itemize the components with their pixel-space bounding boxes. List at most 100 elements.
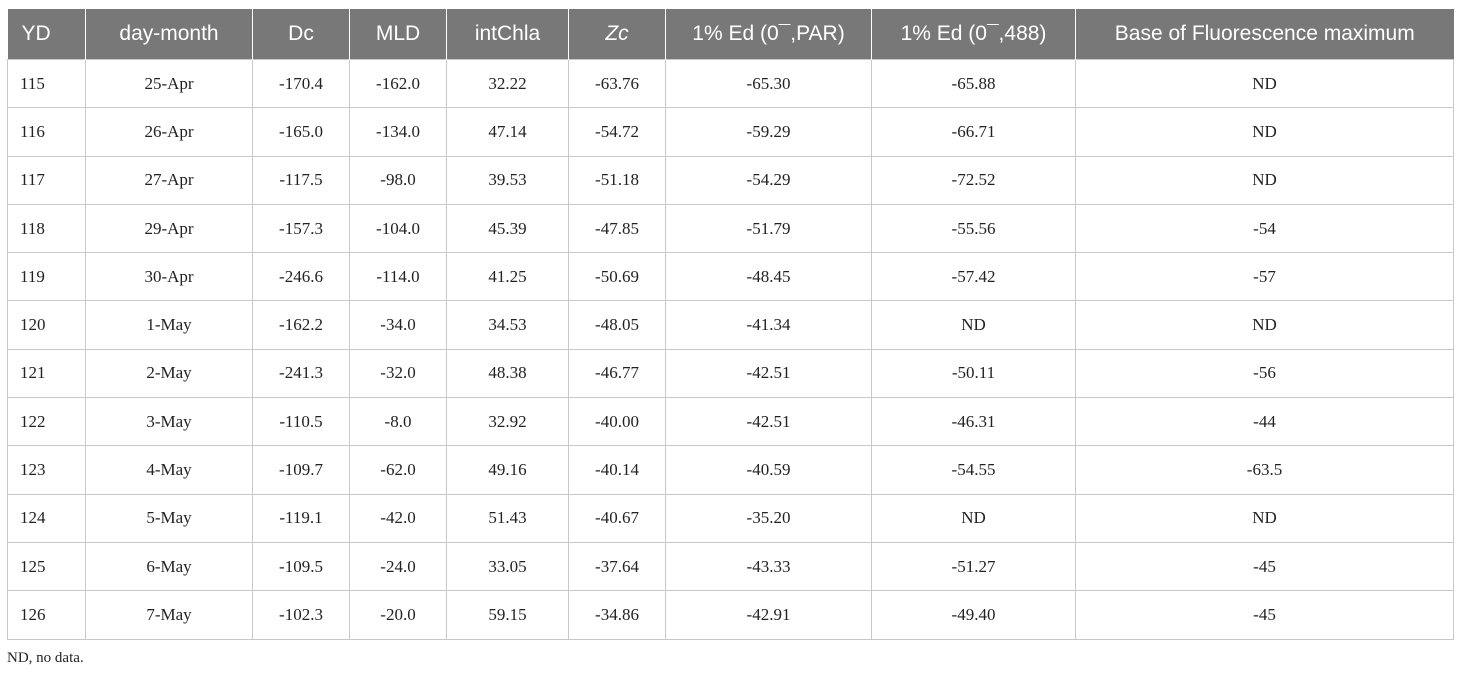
cell-dc: -157.3 xyxy=(252,203,350,254)
cell-ed-par: -54.29 xyxy=(665,155,872,205)
cell-intchla: 33.05 xyxy=(446,541,569,592)
cell-ed-par: -51.79 xyxy=(665,203,872,254)
table-row: 120 1-May -162.2 -34.0 34.53 -48.05 -41.… xyxy=(7,300,1454,350)
cell-dc: -170.4 xyxy=(252,58,350,109)
header-fluorescence-base: Base of Fluorescence maximum xyxy=(1075,9,1454,60)
cell-ed-488: -57.42 xyxy=(871,252,1076,302)
cell-day-month: 25-Apr xyxy=(85,58,253,109)
header-yd: YD xyxy=(7,9,86,60)
cell-ed-par: -41.34 xyxy=(665,300,872,350)
cell-mld: -24.0 xyxy=(349,541,447,592)
cell-ed-par: -59.29 xyxy=(665,107,872,157)
cell-dc: -246.6 xyxy=(252,252,350,302)
cell-yd: 120 xyxy=(7,300,86,350)
cell-day-month: 29-Apr xyxy=(85,203,253,254)
cell-day-month: 4-May xyxy=(85,445,253,495)
cell-intchla: 34.53 xyxy=(446,300,569,350)
cell-ed-par: -40.59 xyxy=(665,445,872,495)
cell-fluorescence-base: ND xyxy=(1075,107,1454,157)
cell-zc: -47.85 xyxy=(568,203,666,254)
cell-day-month: 27-Apr xyxy=(85,155,253,205)
cell-mld: -98.0 xyxy=(349,155,447,205)
cell-dc: -109.7 xyxy=(252,445,350,495)
cell-ed-par: -48.45 xyxy=(665,252,872,302)
cell-ed-par: -65.30 xyxy=(665,58,872,109)
header-intchla: intChla xyxy=(446,9,569,60)
cell-ed-par: -35.20 xyxy=(665,493,872,543)
cell-yd: 119 xyxy=(7,252,86,302)
cell-zc: -51.18 xyxy=(568,155,666,205)
cell-zc: -63.76 xyxy=(568,58,666,109)
cell-day-month: 6-May xyxy=(85,541,253,592)
cell-mld: -104.0 xyxy=(349,203,447,254)
cell-intchla: 39.53 xyxy=(446,155,569,205)
cell-day-month: 30-Apr xyxy=(85,252,253,302)
cell-intchla: 49.16 xyxy=(446,445,569,495)
cell-ed-488: -65.88 xyxy=(871,58,1076,109)
cell-intchla: 51.43 xyxy=(446,493,569,543)
cell-day-month: 26-Apr xyxy=(85,107,253,157)
cell-zc: -48.05 xyxy=(568,300,666,350)
cell-fluorescence-base: -63.5 xyxy=(1075,445,1454,495)
cell-zc: -37.64 xyxy=(568,541,666,592)
header-mld: MLD xyxy=(349,9,447,60)
table-row: 125 6-May -109.5 -24.0 33.05 -37.64 -43.… xyxy=(7,541,1454,592)
cell-zc: -40.67 xyxy=(568,493,666,543)
cell-mld: -62.0 xyxy=(349,445,447,495)
header-dc: Dc xyxy=(252,9,350,60)
header-day-month: day-month xyxy=(85,9,253,60)
cell-fluorescence-base: -45 xyxy=(1075,541,1454,592)
table-row: 123 4-May -109.7 -62.0 49.16 -40.14 -40.… xyxy=(7,445,1454,495)
cell-yd: 117 xyxy=(7,155,86,205)
cell-ed-par: -42.51 xyxy=(665,348,872,399)
header-row: YD day-month Dc MLD intChla Zc 1% Ed (0¯… xyxy=(7,9,1454,60)
cell-fluorescence-base: ND xyxy=(1075,493,1454,543)
cell-zc: -40.00 xyxy=(568,397,666,447)
cell-mld: -8.0 xyxy=(349,397,447,447)
cell-yd: 126 xyxy=(7,590,86,640)
cell-yd: 125 xyxy=(7,541,86,592)
cell-zc: -54.72 xyxy=(568,107,666,157)
cell-fluorescence-base: ND xyxy=(1075,58,1454,109)
cell-mld: -114.0 xyxy=(349,252,447,302)
cell-zc: -40.14 xyxy=(568,445,666,495)
table-row: 122 3-May -110.5 -8.0 32.92 -40.00 -42.5… xyxy=(7,397,1454,447)
cell-ed-488: -55.56 xyxy=(871,203,1076,254)
cell-zc: -50.69 xyxy=(568,252,666,302)
cell-yd: 123 xyxy=(7,445,86,495)
cell-intchla: 47.14 xyxy=(446,107,569,157)
cell-dc: -165.0 xyxy=(252,107,350,157)
cell-dc: -119.1 xyxy=(252,493,350,543)
header-zc: Zc xyxy=(568,9,666,60)
table-footnote: ND, no data. xyxy=(7,650,84,666)
cell-mld: -42.0 xyxy=(349,493,447,543)
table-row: 121 2-May -241.3 -32.0 48.38 -46.77 -42.… xyxy=(7,348,1454,399)
cell-fluorescence-base: -45 xyxy=(1075,590,1454,640)
cell-mld: -134.0 xyxy=(349,107,447,157)
cell-day-month: 7-May xyxy=(85,590,253,640)
cell-dc: -109.5 xyxy=(252,541,350,592)
cell-ed-488: -72.52 xyxy=(871,155,1076,205)
cell-mld: -162.0 xyxy=(349,58,447,109)
table-row: 117 27-Apr -117.5 -98.0 39.53 -51.18 -54… xyxy=(7,155,1454,205)
cell-fluorescence-base: ND xyxy=(1075,300,1454,350)
cell-fluorescence-base: -44 xyxy=(1075,397,1454,447)
cell-yd: 116 xyxy=(7,107,86,157)
table-row: 119 30-Apr -246.6 -114.0 41.25 -50.69 -4… xyxy=(7,252,1454,302)
cell-ed-488: -51.27 xyxy=(871,541,1076,592)
cell-mld: -20.0 xyxy=(349,590,447,640)
cell-yd: 124 xyxy=(7,493,86,543)
table-row: 126 7-May -102.3 -20.0 59.15 -34.86 -42.… xyxy=(7,590,1454,640)
cell-ed-par: -43.33 xyxy=(665,541,872,592)
header-ed-488: 1% Ed (0¯,488) xyxy=(871,9,1076,60)
cell-ed-488: ND xyxy=(871,300,1076,350)
cell-dc: -102.3 xyxy=(252,590,350,640)
cell-ed-488: -49.40 xyxy=(871,590,1076,640)
table-row: 115 25-Apr -170.4 -162.0 32.22 -63.76 -6… xyxy=(7,58,1454,109)
cell-intchla: 41.25 xyxy=(446,252,569,302)
cell-yd: 115 xyxy=(7,58,86,109)
cell-ed-par: -42.91 xyxy=(665,590,872,640)
cell-intchla: 48.38 xyxy=(446,348,569,399)
cell-dc: -241.3 xyxy=(252,348,350,399)
cell-fluorescence-base: -57 xyxy=(1075,252,1454,302)
